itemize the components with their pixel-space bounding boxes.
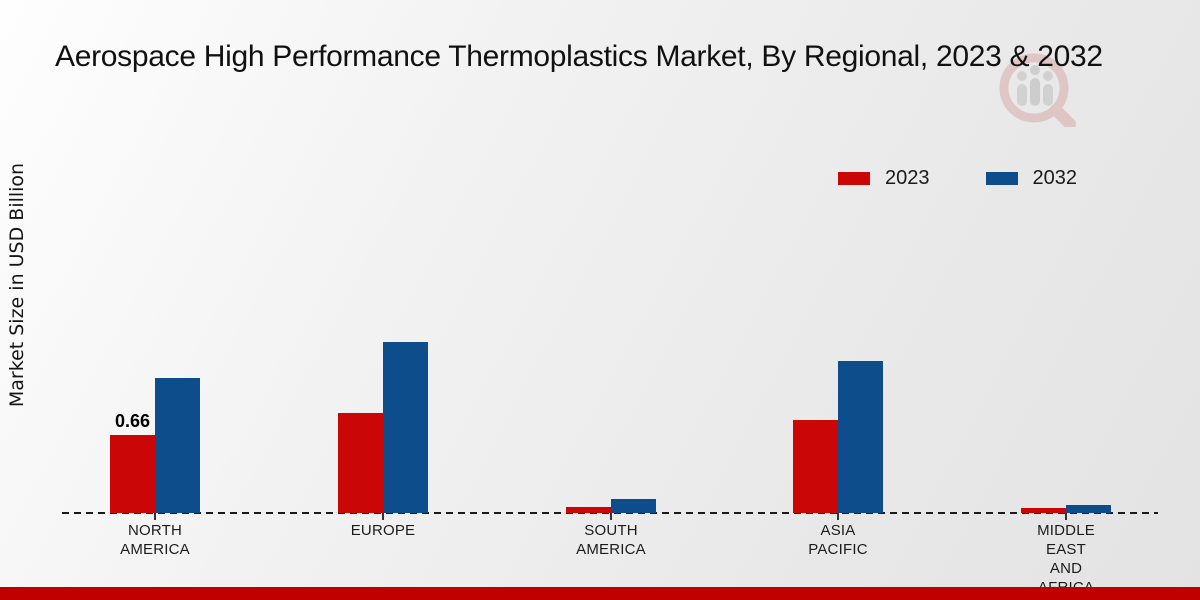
legend-label-2023: 2023 — [885, 167, 930, 189]
category-label-south-america: SOUTH AMERICA — [576, 522, 646, 558]
legend-label-2032: 2032 — [1032, 167, 1078, 189]
bar-2032-south-america — [611, 499, 656, 513]
legend-swatch-2023 — [838, 172, 870, 185]
bar-2023-middle-east-and-africa — [1021, 508, 1066, 513]
bar-2023-asia-pacific — [793, 420, 838, 513]
x-axis-tick-middle-east-and-africa — [1065, 513, 1067, 520]
legend-item-2023: 2023 — [838, 167, 930, 190]
category-label-asia-pacific: ASIA PACIFIC — [808, 522, 868, 558]
bar-2032-asia-pacific — [838, 361, 883, 513]
category-label-europe: EUROPE — [350, 522, 416, 539]
legend-item-2032: 2032 — [985, 167, 1078, 190]
magnifier-bar-chart-logo-icon — [999, 53, 1076, 127]
bar-2032-north-america — [155, 378, 200, 513]
bar-2023-europe — [338, 413, 383, 513]
x-axis-tick-south-america — [610, 513, 612, 520]
bar-2032-middle-east-and-africa — [1066, 505, 1111, 513]
bar-2032-europe — [383, 342, 428, 513]
bar-2023-south-america — [566, 507, 611, 513]
x-axis-tick-asia-pacific — [837, 513, 839, 520]
bar-2023-north-america — [110, 435, 155, 513]
x-axis-tick-north-america — [154, 513, 156, 520]
bar-value-label-0.66: 0.66 — [114, 411, 151, 431]
footer-accent-bar — [0, 587, 1200, 600]
legend-swatch-2032 — [985, 172, 1018, 185]
chart-title: Aerospace High Performance Thermoplastic… — [55, 40, 1103, 73]
category-label-middle-east-and-africa: MIDDLEEASTANDAFRICA — [1037, 522, 1095, 596]
legend: 2023 2032 — [838, 167, 1077, 190]
x-axis-tick-europe — [382, 513, 384, 520]
category-label-north-america: NORTH AMERICA — [120, 522, 190, 558]
